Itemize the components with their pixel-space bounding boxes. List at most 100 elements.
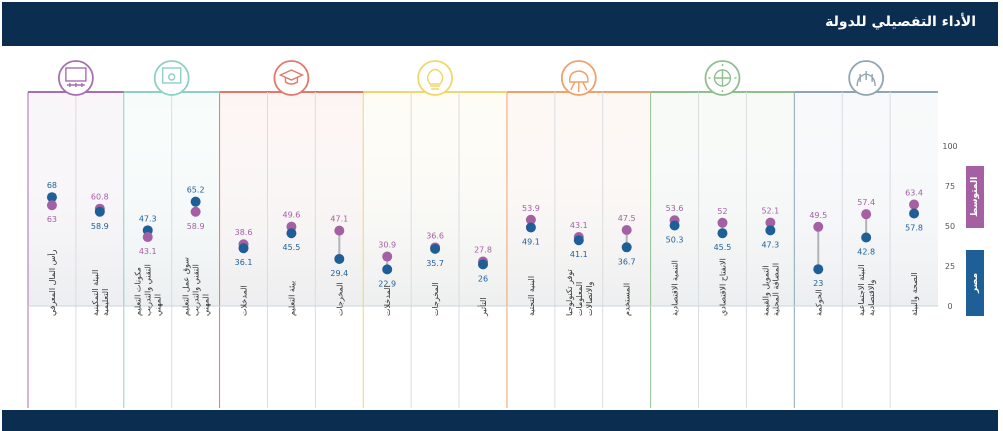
country-dot (334, 253, 345, 264)
pillar-band-shade (219, 92, 364, 306)
country-dot (382, 264, 393, 275)
global-average-label: 63 (47, 215, 57, 224)
y-tick-label: 25 (945, 262, 955, 271)
y-tick-label: 100 (942, 142, 957, 151)
country-dot (573, 235, 584, 246)
y-tick-label: 50 (945, 222, 955, 231)
arrows-glyph (708, 64, 737, 92)
country-label: 29.4 (330, 269, 348, 278)
country-label: 22.9 (378, 279, 396, 288)
globe-arrows-icon (704, 60, 741, 96)
country-label: 47.3 (139, 214, 157, 223)
y-tick-label: 0 (947, 302, 952, 311)
global-average-dot (909, 199, 920, 210)
cap-glyph (278, 69, 305, 85)
category-label: المخرجات (335, 282, 344, 316)
country-label: 50.3 (666, 236, 684, 245)
category-label: المهني (202, 294, 211, 316)
classroom-icon (57, 60, 94, 96)
icon-circle (57, 60, 94, 96)
health-hands-icon (848, 60, 885, 96)
icon-circle (153, 60, 190, 96)
seal-glyph (167, 73, 176, 81)
legend-country: مصر (966, 250, 984, 316)
category-label: توفر تكنولوجيا (565, 269, 574, 316)
country-label: 68 (47, 181, 57, 190)
tree-glyph (569, 70, 589, 92)
global-average-dot (142, 232, 153, 243)
global-average-label: 43.1 (139, 247, 157, 256)
global-average-label: 53.9 (522, 204, 540, 213)
country-label: 26 (478, 274, 488, 283)
country-dot (430, 243, 441, 254)
country-label: 42.8 (857, 248, 875, 257)
country-label: 58.9 (91, 222, 109, 231)
category-label: المستخدم (623, 283, 632, 316)
footer-bar (2, 410, 998, 431)
certificate-glyph (161, 67, 182, 84)
global-average-label: 47.1 (330, 215, 348, 224)
country-label: 45.5 (714, 243, 732, 252)
legend-global-average: المتوسط العالمي (966, 166, 998, 228)
country-label: 49.1 (522, 237, 540, 246)
country-dot (909, 208, 920, 219)
country-dot (190, 196, 201, 207)
category-label: التقني والتدريب (192, 264, 201, 316)
global-average-label: 43.1 (570, 221, 588, 230)
category-label: المخرجات (431, 282, 440, 316)
performance-chart: 0 25 50 75 100 63.4 57.8 57.4 42.8 49.5 23 52.1 47.… (27, 60, 958, 408)
tech-tree-icon (560, 60, 597, 96)
icon-circle (273, 60, 310, 96)
country-dot (286, 228, 297, 239)
category-label: التقني والتدريب (144, 264, 153, 316)
y-tick-label: 75 (945, 182, 955, 191)
country-dot (813, 264, 824, 275)
global-average-dot (717, 217, 728, 228)
country-dot (46, 192, 57, 203)
global-average-dot (813, 221, 824, 232)
global-average-dot (334, 225, 345, 236)
global-average-label: 36.6 (426, 231, 444, 240)
category-label: التنمية الاقتصادية (671, 260, 680, 316)
pillar-band-shade (506, 92, 651, 306)
category-label: التأثير (477, 297, 488, 317)
hands-glyph (856, 71, 876, 87)
certificate-icon (153, 60, 190, 96)
category-label: مكونات التعليم (134, 267, 143, 316)
global-average-label: 63.4 (905, 189, 923, 198)
country-dot (717, 228, 728, 239)
category-label: التعليمية (101, 289, 110, 316)
pillar-band-shade (650, 92, 795, 306)
country-label: 57.8 (905, 224, 923, 233)
category-label: التمويل والقيمة (761, 265, 770, 316)
country-dot (669, 220, 680, 231)
global-average-dot (621, 225, 632, 235)
category-label: الصحة والبيئة (910, 272, 919, 316)
global-average-label: 52 (717, 207, 727, 216)
global-average-label: 57.4 (857, 198, 875, 207)
global-average-label: 38.6 (235, 228, 253, 237)
category-label: والاتصالات (585, 282, 594, 316)
category-label: البنية التحتية (527, 276, 536, 316)
country-dot (861, 232, 872, 243)
country-label: 65.2 (187, 186, 205, 195)
category-label: البيئة التمكينية (91, 270, 100, 316)
category-label: والاقتصادية (867, 280, 876, 316)
country-dot (525, 222, 536, 233)
country-dot (765, 225, 776, 236)
category-label: المدخلات (240, 285, 249, 316)
country-label: 41.1 (570, 250, 588, 259)
graduation-cap-icon (273, 60, 310, 96)
global-average-dot (46, 200, 57, 211)
icon-circle (417, 60, 454, 96)
global-average-label: 49.6 (283, 211, 301, 220)
global-average-dot (190, 206, 201, 217)
category-label: بيئة التعليم (287, 281, 296, 316)
global-average-label: 30.9 (378, 241, 396, 250)
country-label: 36.7 (618, 257, 636, 266)
global-average-label: 49.5 (809, 211, 827, 220)
category-label: المدخلات (383, 285, 392, 316)
icon-circle (560, 60, 597, 96)
country-label: 45.5 (283, 243, 301, 252)
category-label: رأس المال المعرفي (47, 249, 57, 316)
